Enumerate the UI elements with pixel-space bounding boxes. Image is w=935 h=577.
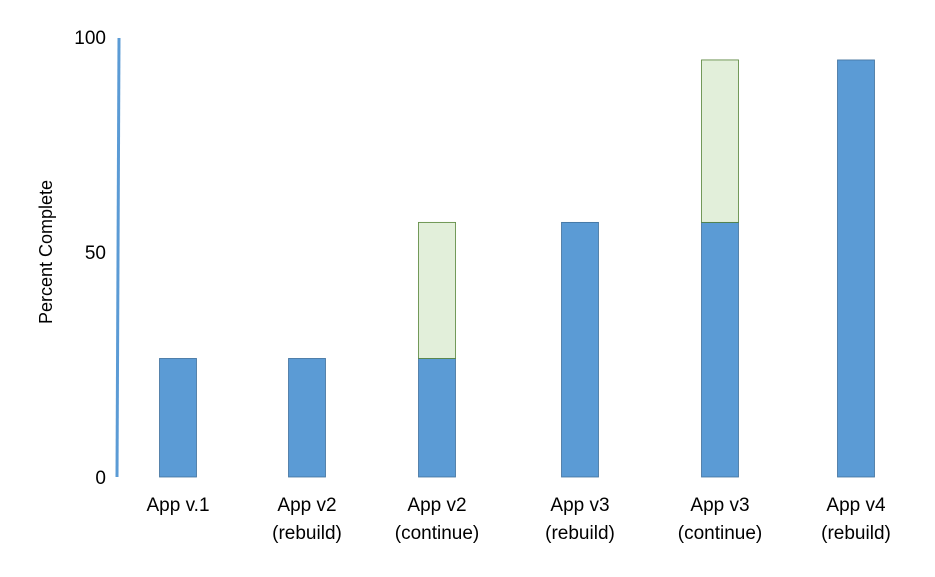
category-labels: App v.1 App v2 (rebuild) App v2 (continue) Ap… <box>146 495 890 544</box>
category-label: (rebuild) <box>821 523 891 544</box>
y-tick-label: 50 <box>85 243 106 264</box>
bar-base-segment <box>288 358 326 478</box>
category-label: (continue) <box>395 523 480 544</box>
category-label: App v4 <box>826 495 886 516</box>
bar-base-segment <box>418 358 456 478</box>
y-tick-label: 100 <box>74 28 106 49</box>
category-label: App v3 <box>550 495 609 516</box>
bar-base-segment <box>561 221 599 478</box>
y-axis-line <box>115 37 121 478</box>
bar-base-segment <box>701 221 739 478</box>
y-axis-title: Percent Complete <box>36 180 56 324</box>
bar-added-segment <box>418 221 456 359</box>
category-label: (rebuild) <box>545 523 615 544</box>
y-tick-labels: 0 50 100 <box>74 28 106 489</box>
bars <box>159 59 875 478</box>
category-label: App v2 <box>277 495 336 516</box>
category-label: App v3 <box>690 495 749 516</box>
category-label: App v2 <box>407 495 466 516</box>
category-label: App v.1 <box>146 495 209 516</box>
category-label: (rebuild) <box>272 523 342 544</box>
y-tick-label: 0 <box>95 468 106 489</box>
category-label: (continue) <box>678 523 763 544</box>
bar-base-segment <box>837 59 875 478</box>
bar-added-segment <box>701 59 739 223</box>
bar-base-segment <box>159 358 197 478</box>
